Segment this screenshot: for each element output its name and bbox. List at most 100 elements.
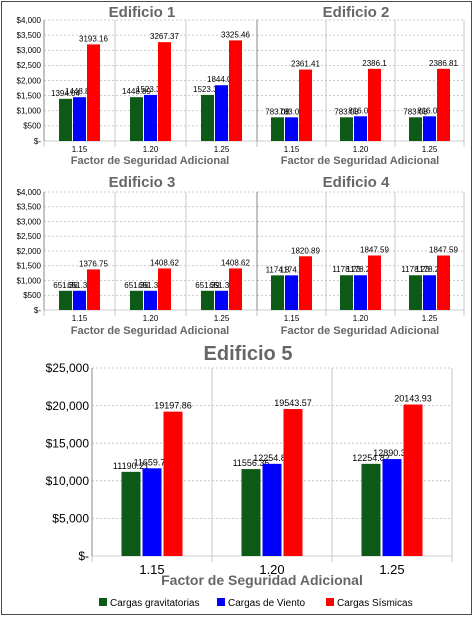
bar-viento — [144, 290, 157, 310]
bar-sismicas — [87, 269, 100, 310]
data-label: 783.08 — [334, 107, 359, 116]
data-label: 1178.23 — [415, 265, 444, 274]
y-tick-label: $10,000 — [46, 474, 90, 488]
y-tick-label: $- — [34, 306, 41, 315]
bar-viento — [423, 116, 436, 141]
y-tick-label: $4,000 — [17, 16, 42, 25]
data-label: 20143.93 — [394, 394, 432, 404]
data-label: 651.36 — [53, 281, 78, 290]
data-label: 1523.32 — [193, 85, 222, 94]
chart-title: Edificio 2 — [323, 4, 390, 21]
data-label: 12890.31 — [373, 448, 411, 458]
bar-viento — [142, 468, 162, 556]
bar-sismicas — [299, 69, 312, 141]
data-label: 2386.81 — [429, 59, 458, 68]
bar-gravitatorias — [409, 275, 422, 310]
data-label: 651.39 — [209, 281, 234, 290]
x-tick-label: 1.20 — [353, 314, 369, 323]
y-tick-label: $500 — [23, 291, 41, 300]
chart-title: Edificio 5 — [204, 343, 293, 365]
x-axis-title: Factor de Seguridad Adicional — [281, 155, 440, 167]
bar-viento — [354, 275, 367, 310]
y-tick-label: $2,000 — [17, 76, 42, 85]
x-axis-title: Factor de Seguridad Adicional — [71, 155, 230, 167]
y-tick-label: $3,500 — [17, 203, 42, 212]
legend: Cargas gravitatorias Cargas de Viento Carg… — [99, 598, 413, 609]
bar-gravitatorias — [201, 290, 214, 310]
bar-gravitatorias — [121, 471, 141, 556]
data-label: 1394.04 — [51, 89, 80, 98]
y-tick-label: $15,000 — [46, 436, 90, 450]
y-tick-label: $3,000 — [17, 217, 42, 226]
legend-label: Cargas de Viento — [228, 598, 306, 609]
data-label: 19543.57 — [274, 398, 312, 408]
legend-label: Cargas gravitatorias — [110, 598, 199, 609]
y-tick-label: $1,500 — [17, 91, 42, 100]
bar-sismicas — [229, 40, 242, 142]
x-axis-title: Factor de Seguridad Adicional — [161, 572, 363, 588]
x-tick-label: 1.20 — [143, 314, 159, 323]
bar-sismicas — [368, 255, 381, 310]
x-tick-label: 1.15 — [72, 314, 88, 323]
bar-sismicas — [437, 68, 450, 141]
bar-gravitatorias — [340, 117, 353, 141]
y-tick-label: $4,000 — [17, 188, 42, 197]
bar-viento — [285, 275, 298, 310]
bar-viento — [73, 97, 86, 141]
x-tick-label: 1.20 — [259, 562, 284, 577]
bar-viento — [285, 117, 298, 141]
data-label: 3193.16 — [79, 34, 108, 43]
y-tick-label: $5,000 — [52, 512, 89, 526]
y-tick-label: $2,500 — [17, 61, 42, 70]
data-label: 1174.8 — [280, 265, 304, 274]
bar-viento — [215, 85, 228, 141]
data-label: 651.39 — [195, 281, 220, 290]
bar-sismicas — [229, 268, 242, 310]
y-tick-label: $- — [78, 549, 89, 563]
data-label: 1844.04 — [207, 75, 236, 84]
x-tick-label: 1.15 — [284, 314, 300, 323]
data-label: 1847.59 — [360, 245, 389, 254]
x-tick-label: 1.25 — [214, 145, 230, 154]
x-tick-label: 1.25 — [422, 145, 438, 154]
data-label: 11190.21 — [113, 461, 149, 471]
data-label: 783.08 — [265, 107, 290, 116]
bar-sismicas — [437, 255, 450, 310]
x-tick-label: 1.15 — [139, 562, 164, 577]
bar-gravitatorias — [271, 117, 284, 141]
data-label: 1178.23 — [401, 265, 430, 274]
bar-gravitatorias — [59, 290, 72, 310]
bar-viento — [423, 275, 436, 310]
bar-sismicas — [368, 68, 381, 141]
bar-sismicas — [403, 404, 423, 556]
bar-viento — [262, 463, 282, 556]
legend-swatch-viento — [217, 598, 225, 606]
bar-gravitatorias — [361, 463, 381, 556]
data-label: 1178.23 — [332, 265, 361, 274]
bar-sismicas — [158, 268, 171, 310]
bar-gravitatorias — [409, 117, 422, 141]
x-tick-label: 1.20 — [143, 145, 159, 154]
y-tick-label: $1,000 — [17, 276, 42, 285]
data-label: 11659.76 — [134, 457, 171, 467]
y-tick-label: $1,500 — [17, 262, 42, 271]
data-label: 1448.89 — [122, 87, 151, 96]
y-tick-label: $3,000 — [17, 46, 42, 55]
legend-swatch-gravitatorias — [99, 598, 107, 606]
x-tick-label: 1.25 — [214, 314, 230, 323]
chart-edificio-3: $- $500 $1,000 $1,500 $2,000 $2,500 $3,000 $3,5… — [17, 174, 258, 337]
chart-edificio-1: $- $500 $1,000 $1,500 $2,000 $2,500 $3,000 $3,5… — [17, 4, 258, 167]
data-label: 2386.1 — [362, 59, 387, 68]
bar-gravitatorias — [130, 97, 143, 141]
y-tick-label: $2,500 — [17, 232, 42, 241]
legend-label: Cargas Sísmicas — [337, 598, 413, 609]
bar-viento — [215, 290, 228, 310]
data-label: 651.36 — [124, 281, 149, 290]
chart-title: Edificio 4 — [323, 174, 390, 191]
bar-sismicas — [158, 42, 171, 141]
chart-title: Edificio 3 — [109, 174, 176, 191]
data-label: 3267.37 — [150, 32, 179, 41]
y-tick-label: $2,000 — [17, 247, 42, 256]
